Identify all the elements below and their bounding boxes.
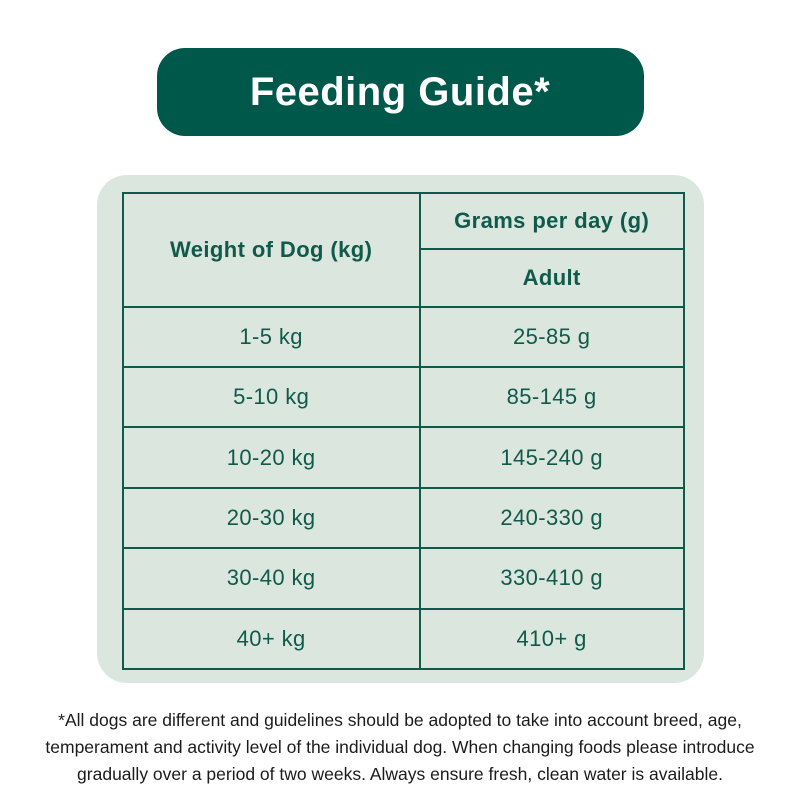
weight-cell: 1-5 kg bbox=[121, 305, 421, 369]
table-row: 20-30 kg 240-330 g bbox=[121, 486, 685, 550]
grams-cell: 25-85 g bbox=[418, 305, 685, 369]
weight-column-header: Weight of Dog (kg) bbox=[121, 192, 421, 308]
grams-cell: 85-145 g bbox=[418, 366, 685, 429]
grams-cell: 330-410 g bbox=[418, 547, 685, 610]
feeding-guide-banner: Feeding Guide* bbox=[156, 48, 644, 136]
feeding-table-card: Weight of Dog (kg) Grams per day (g) Adu… bbox=[96, 175, 704, 683]
adult-subheader: Adult bbox=[418, 248, 685, 308]
table-row: 10-20 kg 145-240 g bbox=[121, 426, 685, 489]
table-row: 5-10 kg 85-145 g bbox=[121, 366, 685, 429]
feeding-guide-table: Weight of Dog (kg) Grams per day (g) Adu… bbox=[121, 191, 685, 671]
disclaimer-text: *All dogs are different and guidelines s… bbox=[30, 707, 770, 788]
page-title: Feeding Guide* bbox=[249, 69, 551, 114]
grams-column-header: Grams per day (g) bbox=[418, 191, 685, 251]
disclaimer-line: temperament and activity level of the in… bbox=[45, 737, 755, 757]
table-row: 40+ kg 410+ g bbox=[121, 607, 685, 671]
table-header-row: Weight of Dog (kg) Grams per day (g) bbox=[121, 191, 685, 308]
table-row: 1-5 kg 25-85 g bbox=[121, 305, 685, 369]
table-row: 30-40 kg 330-410 g bbox=[121, 547, 685, 610]
weight-cell: 20-30 kg bbox=[121, 486, 421, 550]
weight-cell: 40+ kg bbox=[121, 607, 421, 671]
disclaimer-line: *All dogs are different and guidelines s… bbox=[58, 710, 742, 730]
weight-cell: 30-40 kg bbox=[121, 547, 421, 610]
weight-cell: 10-20 kg bbox=[121, 426, 421, 489]
disclaimer-line: gradually over a period of two weeks. Al… bbox=[77, 764, 723, 784]
grams-cell: 145-240 g bbox=[418, 426, 685, 489]
grams-cell: 410+ g bbox=[418, 607, 685, 671]
table-subheader-row: Adult bbox=[123, 248, 685, 308]
weight-cell: 5-10 kg bbox=[121, 366, 421, 429]
grams-cell: 240-330 g bbox=[418, 486, 685, 550]
